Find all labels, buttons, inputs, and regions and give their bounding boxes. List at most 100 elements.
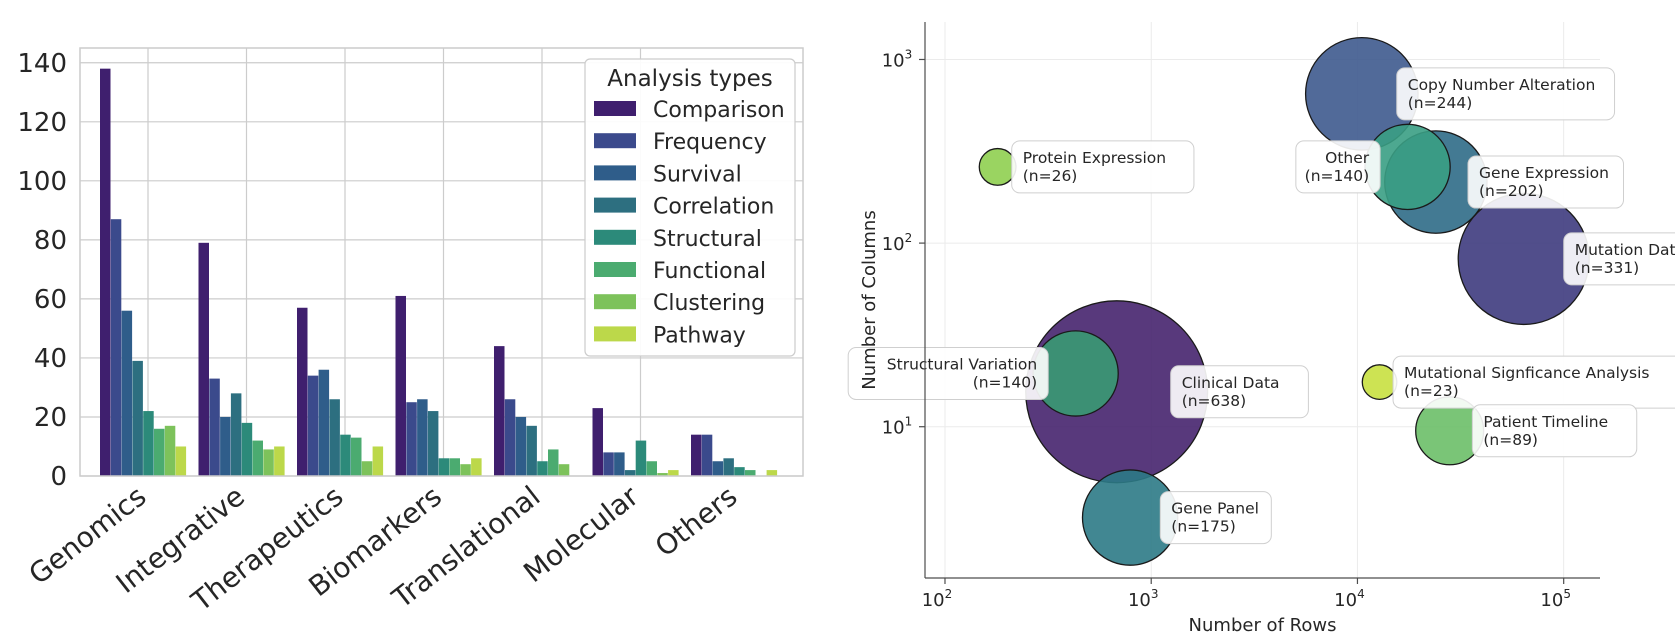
bubble-label-box: Other(n=140) <box>1295 140 1381 194</box>
y-tick-label: 40 <box>34 344 67 374</box>
legend-label: Functional <box>653 259 766 284</box>
bubble-mutational-signficance-analysis <box>1361 364 1398 401</box>
y-tick-label: 80 <box>34 226 67 256</box>
bar-molecular-structural <box>635 440 647 476</box>
bubble-name: Gene Expression <box>1479 164 1609 182</box>
bar-others-comparison <box>691 434 702 476</box>
label-box <box>1159 491 1272 545</box>
bar-biomarkers-correlation <box>427 411 439 476</box>
bar-biomarkers-pathway <box>471 458 482 476</box>
bar-translational-correlation <box>526 425 537 476</box>
legend-swatch <box>594 326 636 342</box>
bar-molecular-survival <box>614 452 625 476</box>
y-tick-exp: 2 <box>905 231 913 245</box>
bar-integrative-pathway <box>274 446 285 476</box>
label-box <box>1467 155 1625 209</box>
y-tick-base: 10 <box>882 418 905 439</box>
legend-swatch <box>594 101 636 116</box>
bubble-name: Copy Number Alteration <box>1408 76 1596 94</box>
bar-integrative-functional <box>252 440 263 476</box>
bar-translational-functional <box>548 449 559 476</box>
bar-genomics-frequency <box>110 219 122 476</box>
plot-frame <box>79 47 804 477</box>
bar-translational-clustering <box>558 464 570 476</box>
bar-genomics-structural <box>143 411 154 476</box>
label-box <box>847 346 1049 400</box>
bubble-protein-expression <box>978 147 1017 186</box>
bar-therapeutics-frequency <box>307 375 319 476</box>
bar-others-correlation <box>723 458 734 476</box>
bar-others-structural <box>734 467 745 476</box>
bubble-count: (n=175) <box>1171 518 1236 536</box>
bar-genomics-survival <box>121 310 133 476</box>
bubble-name: Mutational Signficance Analysis <box>1404 364 1649 382</box>
bar-genomics-clustering <box>164 425 176 476</box>
bubble-label-box: Structural Variation(n=140) <box>847 346 1049 400</box>
bubble-label-box: Gene Panel(n=175) <box>1159 491 1272 545</box>
y-tick-label: 0 <box>50 462 67 492</box>
bubble-name: Other <box>1325 149 1370 167</box>
bar-translational-frequency <box>504 399 516 476</box>
bar-integrative-structural <box>241 422 253 476</box>
bar-genomics-correlation <box>132 360 143 476</box>
bubble-name: Protein Expression <box>1023 149 1166 167</box>
label-box <box>1563 232 1675 286</box>
bubble-label-box: Mutation Data(n=331) <box>1563 232 1675 286</box>
x-tick-label: 102 <box>922 587 953 611</box>
bar-therapeutics-functional <box>351 437 362 476</box>
x-category-label: Others <box>649 480 743 564</box>
y-tick-base: 10 <box>882 50 905 71</box>
legend-box <box>584 58 796 357</box>
bubble-count: (n=202) <box>1479 182 1544 200</box>
label-box <box>1471 404 1638 458</box>
label-box <box>1170 365 1309 419</box>
legend-label: Comparison <box>653 98 785 123</box>
bar-translational-structural <box>537 461 548 476</box>
x-tick-exp: 5 <box>1563 587 1571 601</box>
bubble-chart: Copy Number Alteration(n=244) Protein Exp… <box>847 22 1675 636</box>
bar-translational-comparison <box>494 346 505 476</box>
y-tick-label: 60 <box>34 285 67 315</box>
x-tick-base: 10 <box>1540 590 1563 611</box>
bar-biomarkers-clustering <box>460 464 471 476</box>
legend-swatch <box>594 294 636 310</box>
bubble-label-box: Copy Number Alteration(n=244) <box>1396 67 1616 121</box>
bar-molecular-clustering <box>657 473 668 476</box>
bar-translational-survival <box>515 416 527 476</box>
legend-label: Pathway <box>653 323 746 348</box>
bar-therapeutics-correlation <box>329 399 340 476</box>
y-tick-label: 20 <box>34 403 67 433</box>
bubble-name: Structural Variation <box>887 355 1037 373</box>
bar-others-functional <box>745 470 756 476</box>
legend-swatch <box>594 133 636 149</box>
bar-others-pathway <box>766 470 778 476</box>
legend-label: Survival <box>653 162 742 187</box>
legend-label: Correlation <box>653 195 774 220</box>
bar-genomics-functional <box>154 428 165 476</box>
bubble-count: (n=638) <box>1182 392 1247 410</box>
bar-therapeutics-comparison <box>297 307 308 476</box>
bar-therapeutics-pathway <box>372 446 384 476</box>
bubble-count: (n=244) <box>1408 94 1473 112</box>
bar-others-frequency <box>701 434 713 476</box>
y-tick-exp: 1 <box>905 415 913 429</box>
bubble-count: (n=331) <box>1575 259 1640 277</box>
y-tick-label: 140 <box>17 49 67 79</box>
bubble-label-box: Gene Expression(n=202) <box>1467 155 1625 209</box>
bubble-name: Mutation Data <box>1575 241 1675 259</box>
bar-molecular-frequency <box>603 452 614 476</box>
bar-biomarkers-survival <box>417 399 428 476</box>
x-tick-label: 104 <box>1334 587 1365 611</box>
bubble-name: Clinical Data <box>1182 374 1280 392</box>
legend-swatch <box>594 197 636 213</box>
legend-label: Clustering <box>653 291 765 316</box>
bar-chart: 020406080100120140GenomicsIntegrativeThe… <box>17 47 804 618</box>
legend: Analysis types Comparison Frequency Surviva… <box>584 58 796 357</box>
bubble-label-box: Patient Timeline(n=89) <box>1471 404 1638 458</box>
legend-swatch <box>594 262 636 277</box>
bubble-label-box: Clinical Data(n=638) <box>1170 365 1309 419</box>
bar-therapeutics-survival <box>318 369 330 476</box>
y-axis-label: Number of Columns <box>859 210 880 389</box>
bar-molecular-correlation <box>624 470 636 476</box>
